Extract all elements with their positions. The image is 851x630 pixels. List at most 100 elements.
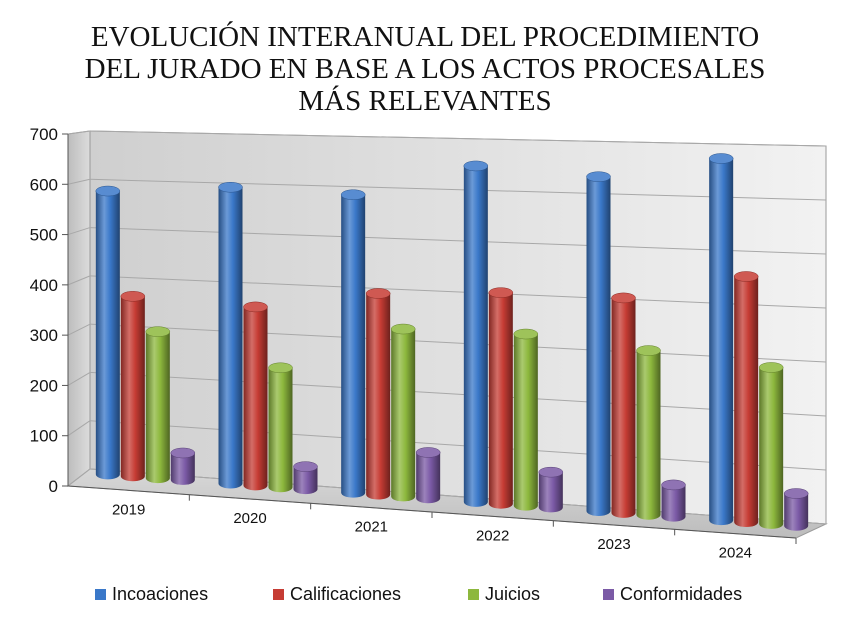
gridline-side — [67, 227, 91, 236]
bar-top — [390, 323, 416, 335]
x-tick-label: 2023 — [597, 536, 630, 553]
bar-body — [759, 367, 784, 529]
side-wall — [67, 130, 91, 488]
x-axis: 2019 2020 2021 2022 2023 2024 — [67, 485, 797, 562]
gridline-side — [67, 323, 91, 336]
bar-calificaciones-2020 — [243, 301, 268, 491]
bar-calificaciones-2023 — [611, 292, 636, 518]
gridline — [89, 227, 827, 255]
y-tick-label: 400 — [30, 276, 58, 295]
bar-body — [170, 452, 195, 485]
y-tick-label: 600 — [30, 175, 58, 194]
bar-top — [488, 287, 514, 298]
bar-top — [611, 292, 636, 304]
legend-item-conformidades: Conformidades — [603, 584, 742, 605]
legend: Incoaciones Calificaciones Juicios Confo… — [0, 584, 851, 614]
bar-top — [783, 488, 809, 499]
x-tick-label: 2021 — [355, 519, 388, 536]
legend-swatch-juicios — [468, 589, 479, 600]
y-tick-label: 700 — [30, 125, 58, 144]
bar-body — [488, 292, 513, 509]
bar-body — [366, 293, 391, 500]
bar-body — [538, 472, 563, 513]
x-tick-label: 2020 — [233, 510, 266, 527]
bar-body — [513, 334, 538, 511]
bar-top — [243, 301, 268, 313]
bar-top — [636, 345, 661, 356]
bar-conformidades-2020 — [293, 461, 318, 495]
bar-conformidades-2021 — [415, 447, 441, 504]
chart-title: EVOLUCIÓN INTERANUAL DEL PROCEDIMIENTO D… — [85, 20, 766, 117]
grid-lines — [67, 130, 827, 525]
bar-conformidades-2022 — [538, 466, 564, 513]
bar-incoaciones-2021 — [340, 189, 366, 498]
legend-label-calificaciones: Calificaciones — [290, 584, 402, 604]
chart-title-line-2: DEL JURADO EN BASE A LOS ACTOS PROCESALE… — [85, 53, 766, 85]
bar-conformidades-2023 — [661, 479, 686, 522]
bar-body — [586, 176, 611, 516]
bar-body — [120, 296, 145, 482]
bar-body — [734, 276, 759, 528]
bar-body — [243, 306, 268, 491]
bar-juicios-2020 — [268, 362, 293, 493]
bar-top — [95, 185, 121, 197]
chart-title-line-3: MÁS RELEVANTES — [298, 84, 551, 117]
bar-top — [538, 466, 564, 478]
bar-body — [145, 331, 170, 484]
legend-item-juicios: Juicios — [468, 584, 540, 605]
y-tick-label: 500 — [30, 226, 58, 245]
legend-item-calificaciones: Calificaciones — [273, 584, 401, 605]
bar-body — [416, 452, 441, 504]
bar-top — [365, 288, 391, 299]
bar-body — [268, 367, 293, 493]
bar-body — [636, 350, 661, 520]
bar-juicios-2023 — [636, 345, 661, 520]
bar-top — [513, 328, 539, 340]
bar-top — [661, 479, 686, 491]
bar-calificaciones-2022 — [488, 287, 514, 509]
bar-body — [95, 191, 120, 480]
bar-top — [120, 291, 146, 302]
bar-top — [708, 153, 734, 164]
bar-body — [391, 329, 416, 502]
bar-juicios-2021 — [390, 323, 416, 502]
bar-incoaciones-2020 — [218, 181, 243, 489]
gridline-side — [67, 420, 91, 437]
bar-top — [145, 326, 171, 337]
bar-body — [611, 297, 636, 518]
bar-top — [218, 181, 243, 193]
x-tick-label: 2024 — [719, 545, 752, 562]
gridline-side — [67, 468, 91, 487]
bar-conformidades-2024 — [783, 488, 809, 531]
x-tick-label: 2019 — [112, 501, 145, 518]
bar-body — [463, 165, 488, 507]
gridline-side — [67, 275, 91, 286]
legend-swatch-incoaciones — [95, 589, 106, 600]
bar-body — [784, 493, 809, 531]
gridline — [89, 178, 827, 201]
gridline — [89, 323, 827, 363]
y-tick-label: 300 — [30, 326, 58, 345]
gridline — [89, 275, 827, 309]
y-tick-label: 200 — [30, 376, 58, 395]
bar-calificaciones-2024 — [733, 271, 759, 528]
bar-juicios-2022 — [513, 328, 539, 511]
bar-top — [340, 189, 366, 200]
bar-top — [268, 362, 293, 374]
bar-juicios-2019 — [145, 326, 171, 484]
y-tick-label: 0 — [49, 477, 58, 496]
bar-body — [341, 194, 366, 498]
bar-top — [170, 447, 196, 459]
bar-calificaciones-2019 — [120, 291, 146, 482]
bar-body — [709, 158, 734, 526]
bar-calificaciones-2021 — [365, 288, 391, 500]
y-tick-label: 100 — [30, 427, 58, 446]
bar-top — [463, 160, 489, 172]
gridline — [89, 468, 827, 525]
bar-top — [733, 271, 759, 282]
bar-body — [293, 466, 318, 495]
bar-incoaciones-2024 — [708, 153, 734, 526]
gridline-side — [67, 371, 91, 386]
x-tick-label: 2022 — [476, 527, 509, 544]
